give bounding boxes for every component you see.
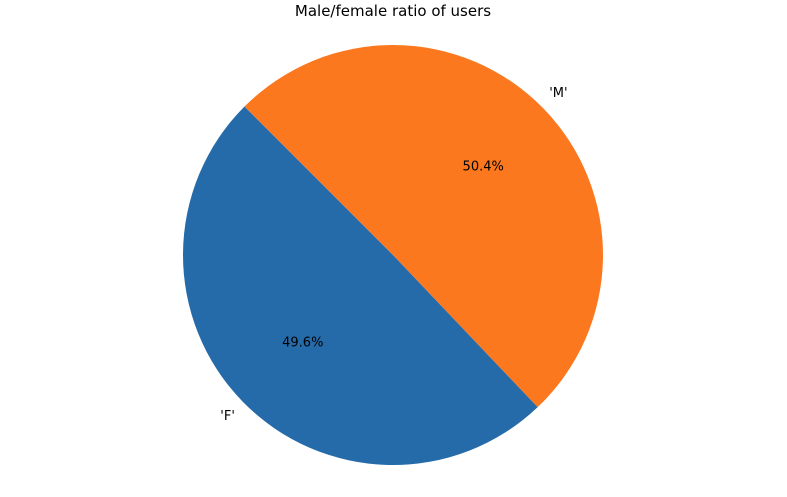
slice-percent-label: 49.6% (282, 335, 323, 350)
pie-slices (182, 45, 603, 466)
chart-title: Male/female ratio of users (295, 2, 491, 20)
slice-category-label: 'M' (549, 86, 567, 101)
slice-percent-label: 50.4% (463, 160, 504, 175)
pie-slice-0 (182, 106, 538, 466)
slice-category-label: 'F' (220, 409, 235, 424)
pie-slice-1 (244, 45, 603, 408)
pie-labels: 'F' 49.6% 'M' 50.4% (220, 86, 567, 424)
